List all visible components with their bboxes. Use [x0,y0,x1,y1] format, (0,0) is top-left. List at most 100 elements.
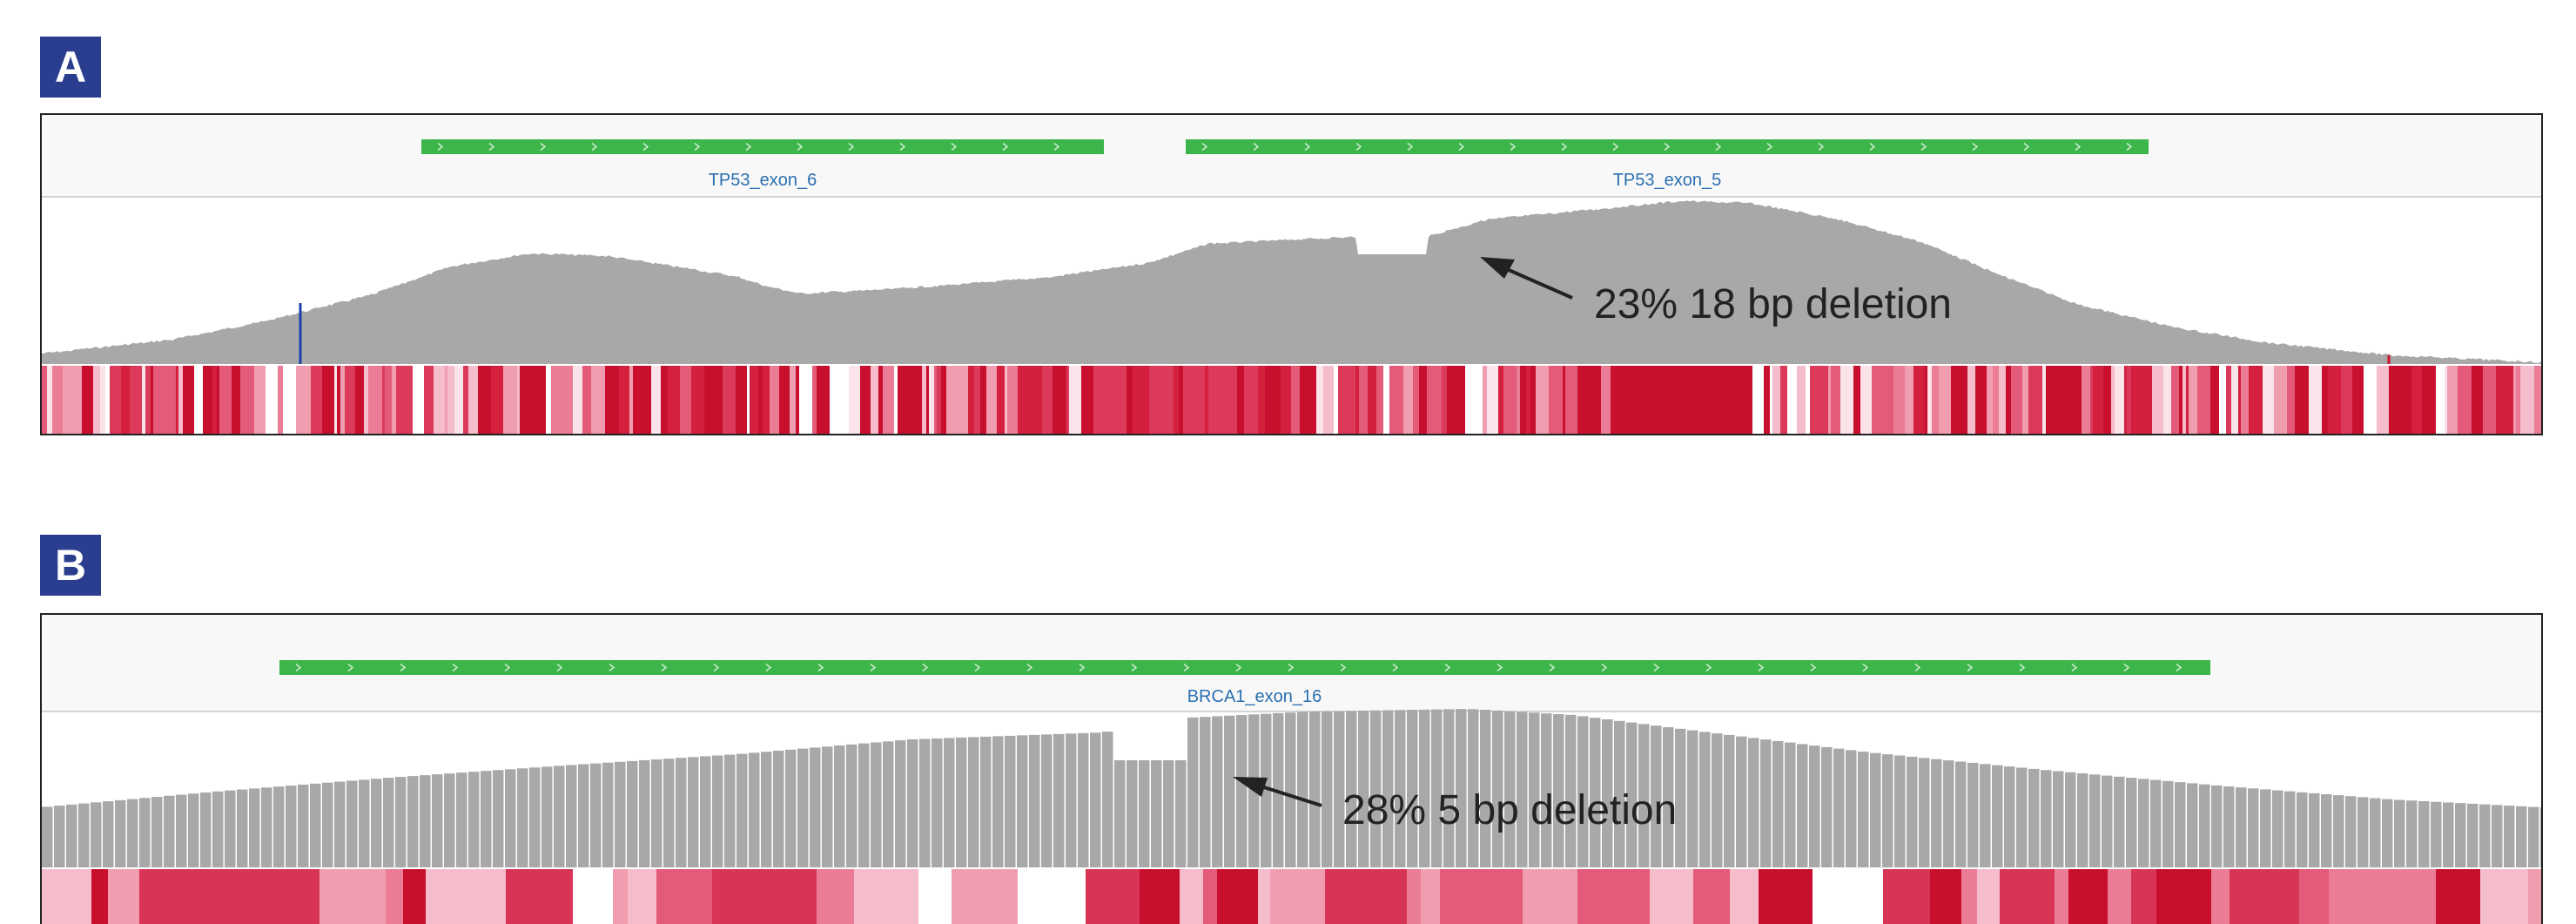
coverage-bar [1297,712,1308,867]
heatmap-cell [288,366,297,434]
heatmap-cell [796,366,800,434]
exon-bar-tp53-exon-5[interactable] [1186,139,2149,154]
heatmap-cell [2186,366,2189,434]
heatmap-cell [825,366,831,434]
coverage-bar [1480,710,1491,867]
strand-chevron-icon [642,142,649,152]
heatmap-cell [1244,366,1259,434]
coverage-bar [1382,710,1394,867]
coverage-bar [1760,739,1772,867]
coverage-bar [1419,709,1430,867]
strand-chevron-icon [2023,142,2030,152]
heatmap-cell [645,366,652,434]
coverage-bar [2284,791,2296,867]
coverage-bar [2187,783,2198,867]
coverage-bar [2041,770,2052,867]
heatmap-cell [491,366,504,434]
coverage-bar [1029,734,1040,867]
strand-chevron-icon [1810,663,1817,672]
heatmap-cell [1325,869,1353,924]
heatmap-cell [183,366,189,434]
heatmap-cell [2528,869,2541,924]
panel-a-heatmap-track [42,366,2541,434]
heatmap-cell [765,869,817,924]
strand-chevron-icon [504,663,511,672]
heatmap-cell [208,366,213,434]
heatmap-cell [176,366,179,434]
heatmap-cell [42,366,48,434]
heatmap-cell [1530,366,1537,434]
heatmap-cell [1487,366,1499,434]
exon-bar-tp53-exon-6[interactable] [421,139,1104,154]
heatmap-cell [1967,366,1976,434]
coverage-bar [1577,716,1589,867]
coverage-bar [1053,733,1065,867]
strand-chevron-icon [400,663,407,672]
coverage-bar [822,746,833,867]
strand-chevron-icon [1561,142,1568,152]
panel-a-letter: A [54,43,87,91]
coverage-bar [346,780,358,867]
heatmap-cell [605,366,620,434]
heatmap-cell [503,366,514,434]
heatmap-cell [1951,366,1956,434]
coverage-bar [1590,718,1601,867]
coverage-bar [54,806,65,867]
heatmap-cell [1729,366,1736,434]
heatmap-cell [1352,869,1408,924]
strand-chevron-icon [1026,663,1033,672]
strand-chevron-icon [1079,663,1086,672]
heatmap-cell [243,869,261,924]
heatmap-cell [1093,366,1097,434]
heatmap-cell [531,366,541,434]
heatmap-cell [830,366,836,434]
heatmap-cell [2163,366,2172,434]
heatmap-cell [2352,366,2364,434]
heatmap-cell [165,366,177,434]
coverage-bar [176,794,187,867]
strand-chevron-icon [1601,663,1608,672]
coverage-bar [1102,732,1113,867]
heatmap-cell [1975,366,1987,434]
heatmap-cell [941,366,947,434]
heatmap-cell [1797,366,1806,434]
exon-bar-brca1-exon-16[interactable] [279,660,2210,675]
heatmap-cell [1682,366,1692,434]
heatmap-cell [1208,366,1217,434]
coverage-bar [1309,711,1321,867]
heatmap-cell [1677,366,1680,434]
heatmap-cell [447,366,455,434]
heatmap-cell [2401,366,2410,434]
heatmap-cell [2211,869,2230,924]
heatmap-cell [1291,366,1301,434]
heatmap-cell [1407,869,1422,924]
coverage-bar [1041,734,1053,867]
heatmap-cell [174,869,244,924]
heatmap-cell [2230,869,2300,924]
strand-chevron-icon [1131,663,1138,672]
heatmap-cell [1275,366,1281,434]
coverage-bar [1285,712,1296,867]
coverage-bar [2065,772,2076,867]
heatmap-cell [2179,366,2183,434]
strand-chevron-icon [974,663,981,672]
heatmap-cell [2042,366,2047,434]
heatmap-cell [817,366,822,434]
heatmap-cell [1427,366,1436,434]
coverage-bar [1358,711,1369,867]
heatmap-cell [1053,366,1059,434]
heatmap-cell [455,869,507,924]
coverage-bar [383,778,394,867]
heatmap-cell [2142,366,2153,434]
heatmap-cell [2520,366,2535,434]
coverage-bar [1992,765,2003,867]
coverage-bar [42,806,53,867]
heatmap-cell [997,366,1006,434]
heatmap-cell [1657,366,1670,434]
heatmap-cell [2082,366,2091,434]
strand-chevron-icon [1715,142,1722,152]
heatmap-cell [188,366,195,434]
heatmap-cell [1498,366,1504,434]
heatmap-cell [1112,366,1119,434]
heatmap-cell [926,366,930,434]
